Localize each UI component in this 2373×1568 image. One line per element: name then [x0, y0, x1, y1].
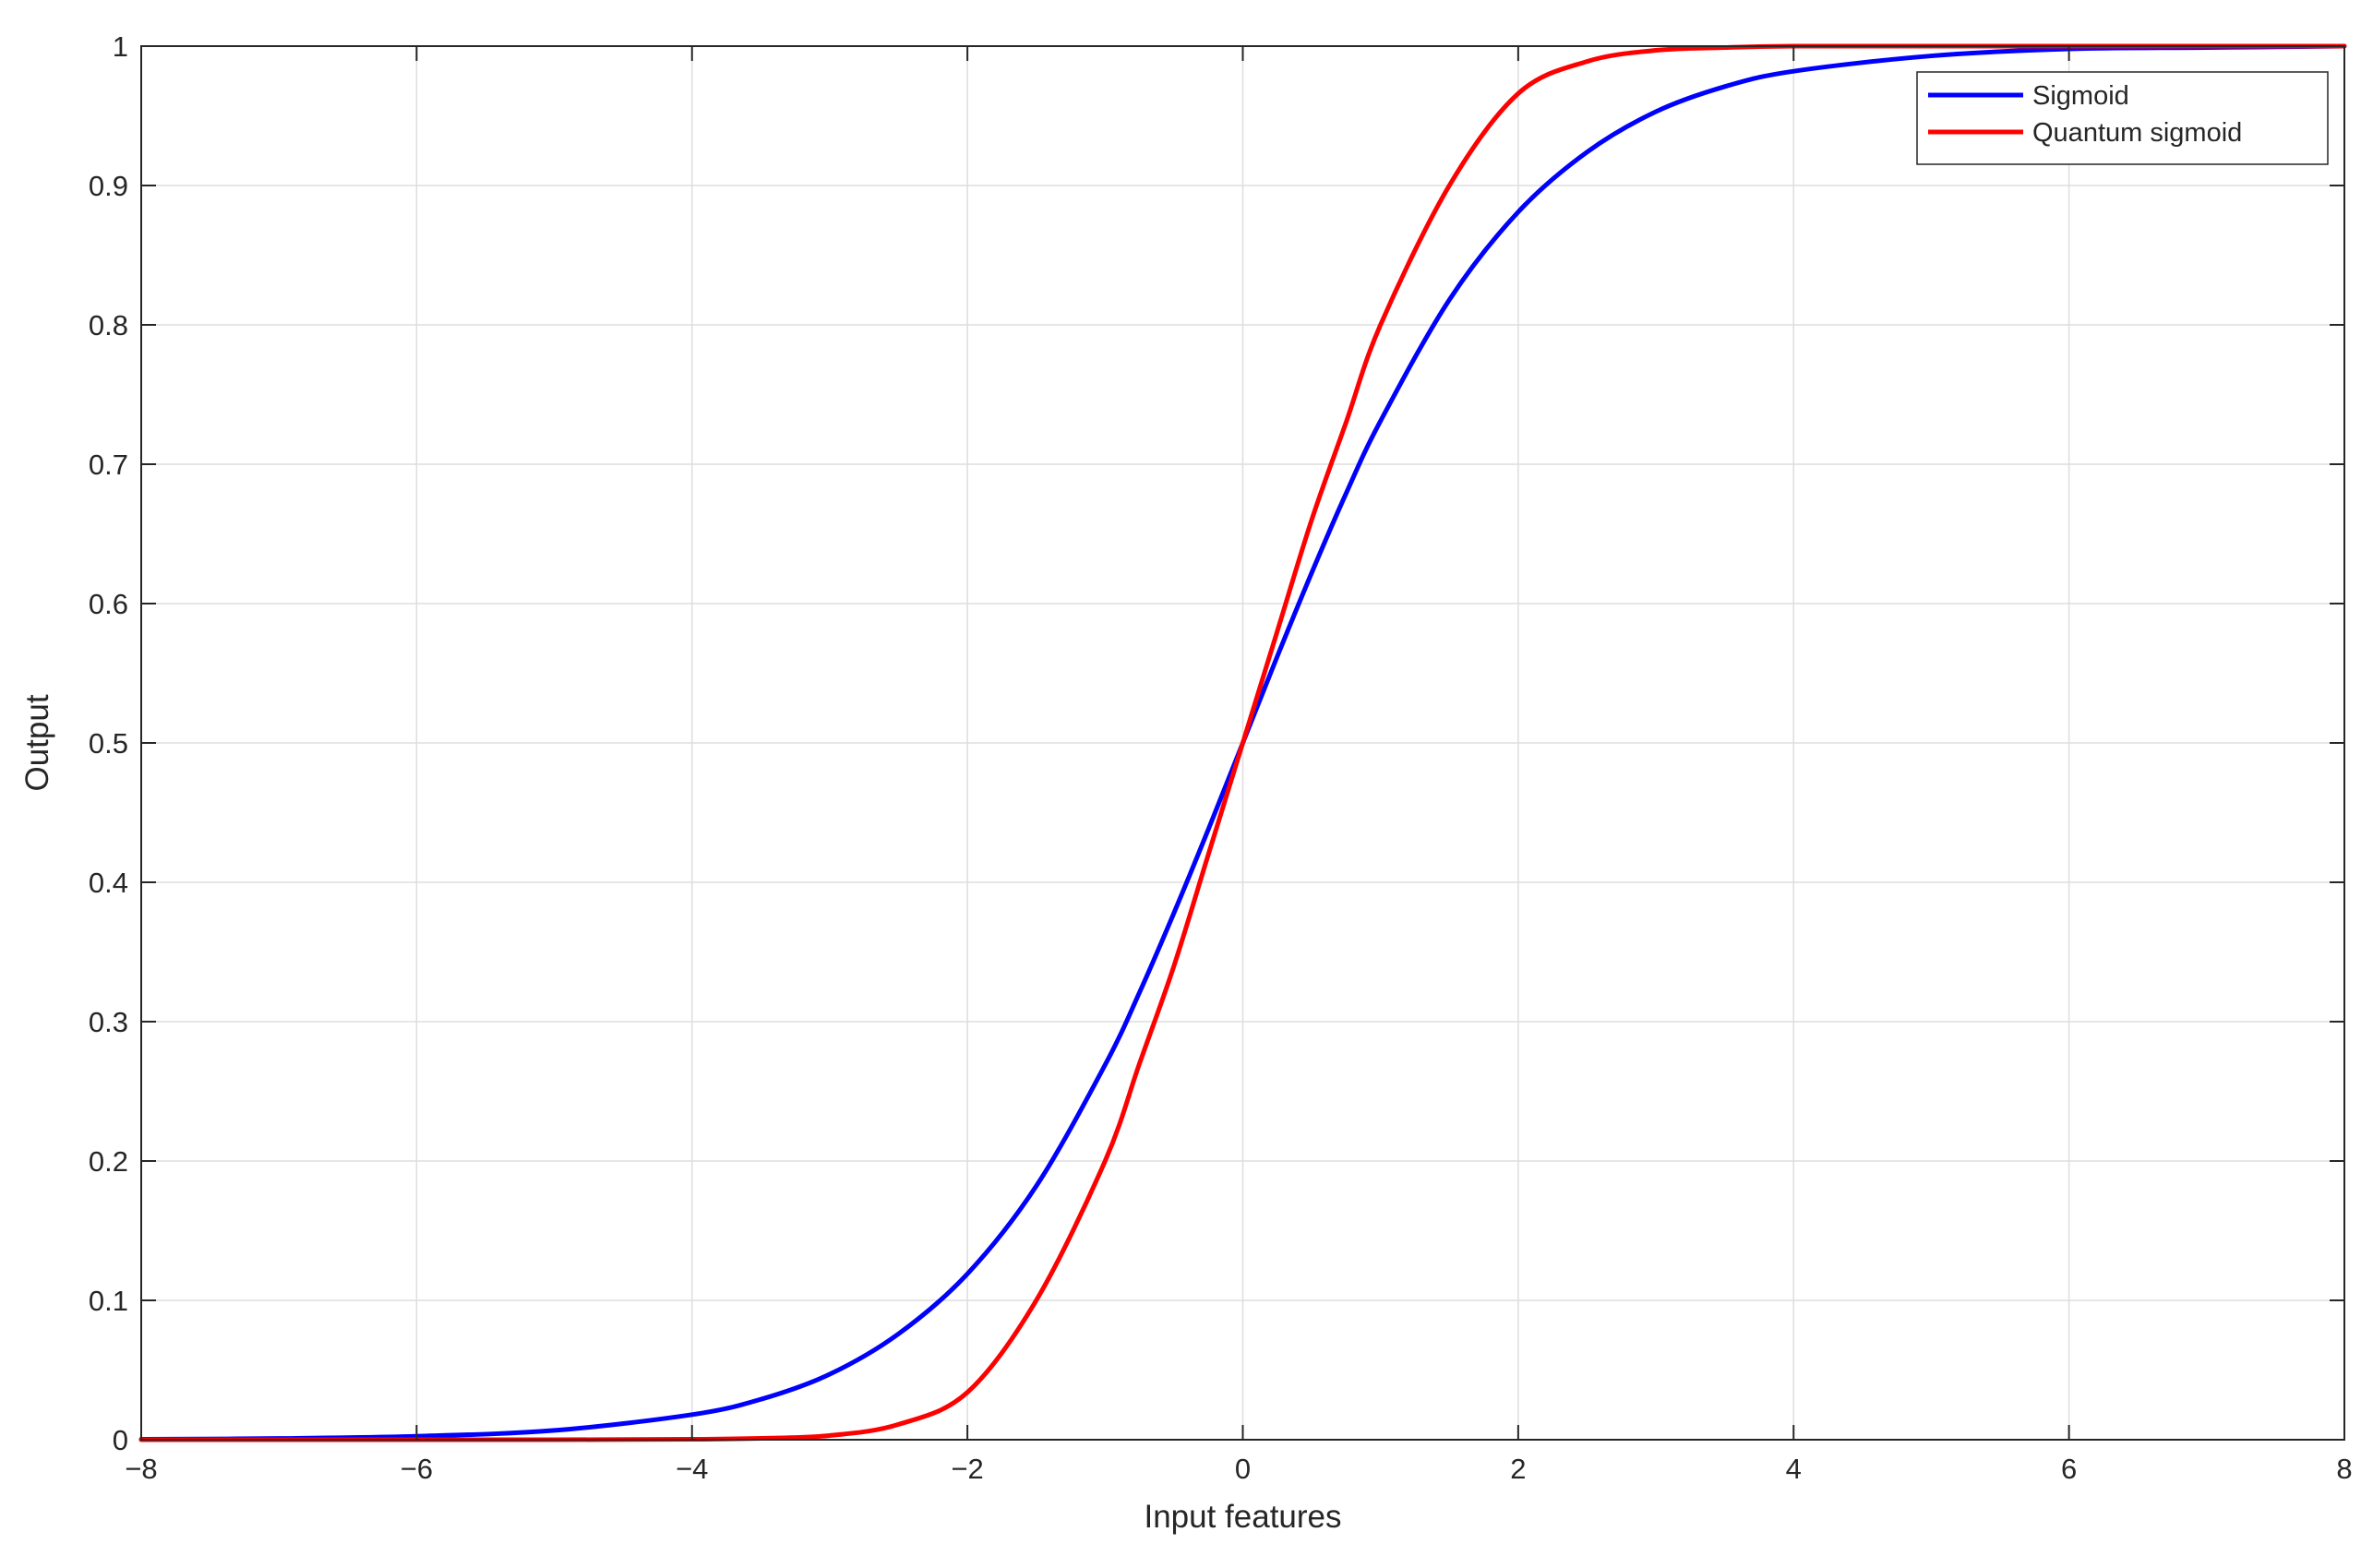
y-tick-label: 0.2 [89, 1145, 128, 1178]
y-tick-label: 0.5 [89, 727, 128, 760]
x-tick-label: 4 [1786, 1453, 1802, 1485]
grid [140, 45, 2345, 1441]
y-tick-label: 0.4 [89, 867, 128, 899]
legend: Sigmoid Quantum sigmoid [1916, 71, 2329, 165]
y-axis-label: Output [19, 694, 55, 791]
x-tick-label: −8 [125, 1453, 157, 1485]
x-tick-label: 8 [2336, 1453, 2352, 1485]
x-axis-label: Input features [1144, 1499, 1341, 1535]
legend-label-sigmoid: Sigmoid [2032, 81, 2129, 111]
x-tick-label: 6 [2061, 1453, 2077, 1485]
y-tick-label: 0.7 [89, 449, 128, 481]
y-tick-label: 0.8 [89, 309, 128, 341]
x-tick-label: −2 [951, 1453, 983, 1485]
x-tick-label: −4 [676, 1453, 708, 1485]
axis-ticks [140, 45, 2345, 1441]
legend-label-quantum-sigmoid: Quantum sigmoid [2032, 118, 2242, 148]
y-tick-label: 0.3 [89, 1006, 128, 1038]
y-tick-label: 0.6 [89, 588, 128, 620]
y-tick-label: 0.9 [89, 170, 128, 202]
x-tick-label: −6 [401, 1453, 433, 1485]
y-tick-label: 1 [113, 30, 128, 63]
tick-labels: −8 −6 −4 −2 0 2 4 6 8 0 0.1 0.2 0.3 0.4 0.5 0.6 0.7 0.8 0.… [89, 30, 2353, 1485]
y-tick-label: 0.1 [89, 1285, 128, 1317]
y-tick-label: 0 [113, 1424, 128, 1456]
x-tick-label: 2 [1510, 1453, 1526, 1485]
x-tick-label: 0 [1235, 1453, 1251, 1485]
legend-box [1916, 71, 2329, 165]
